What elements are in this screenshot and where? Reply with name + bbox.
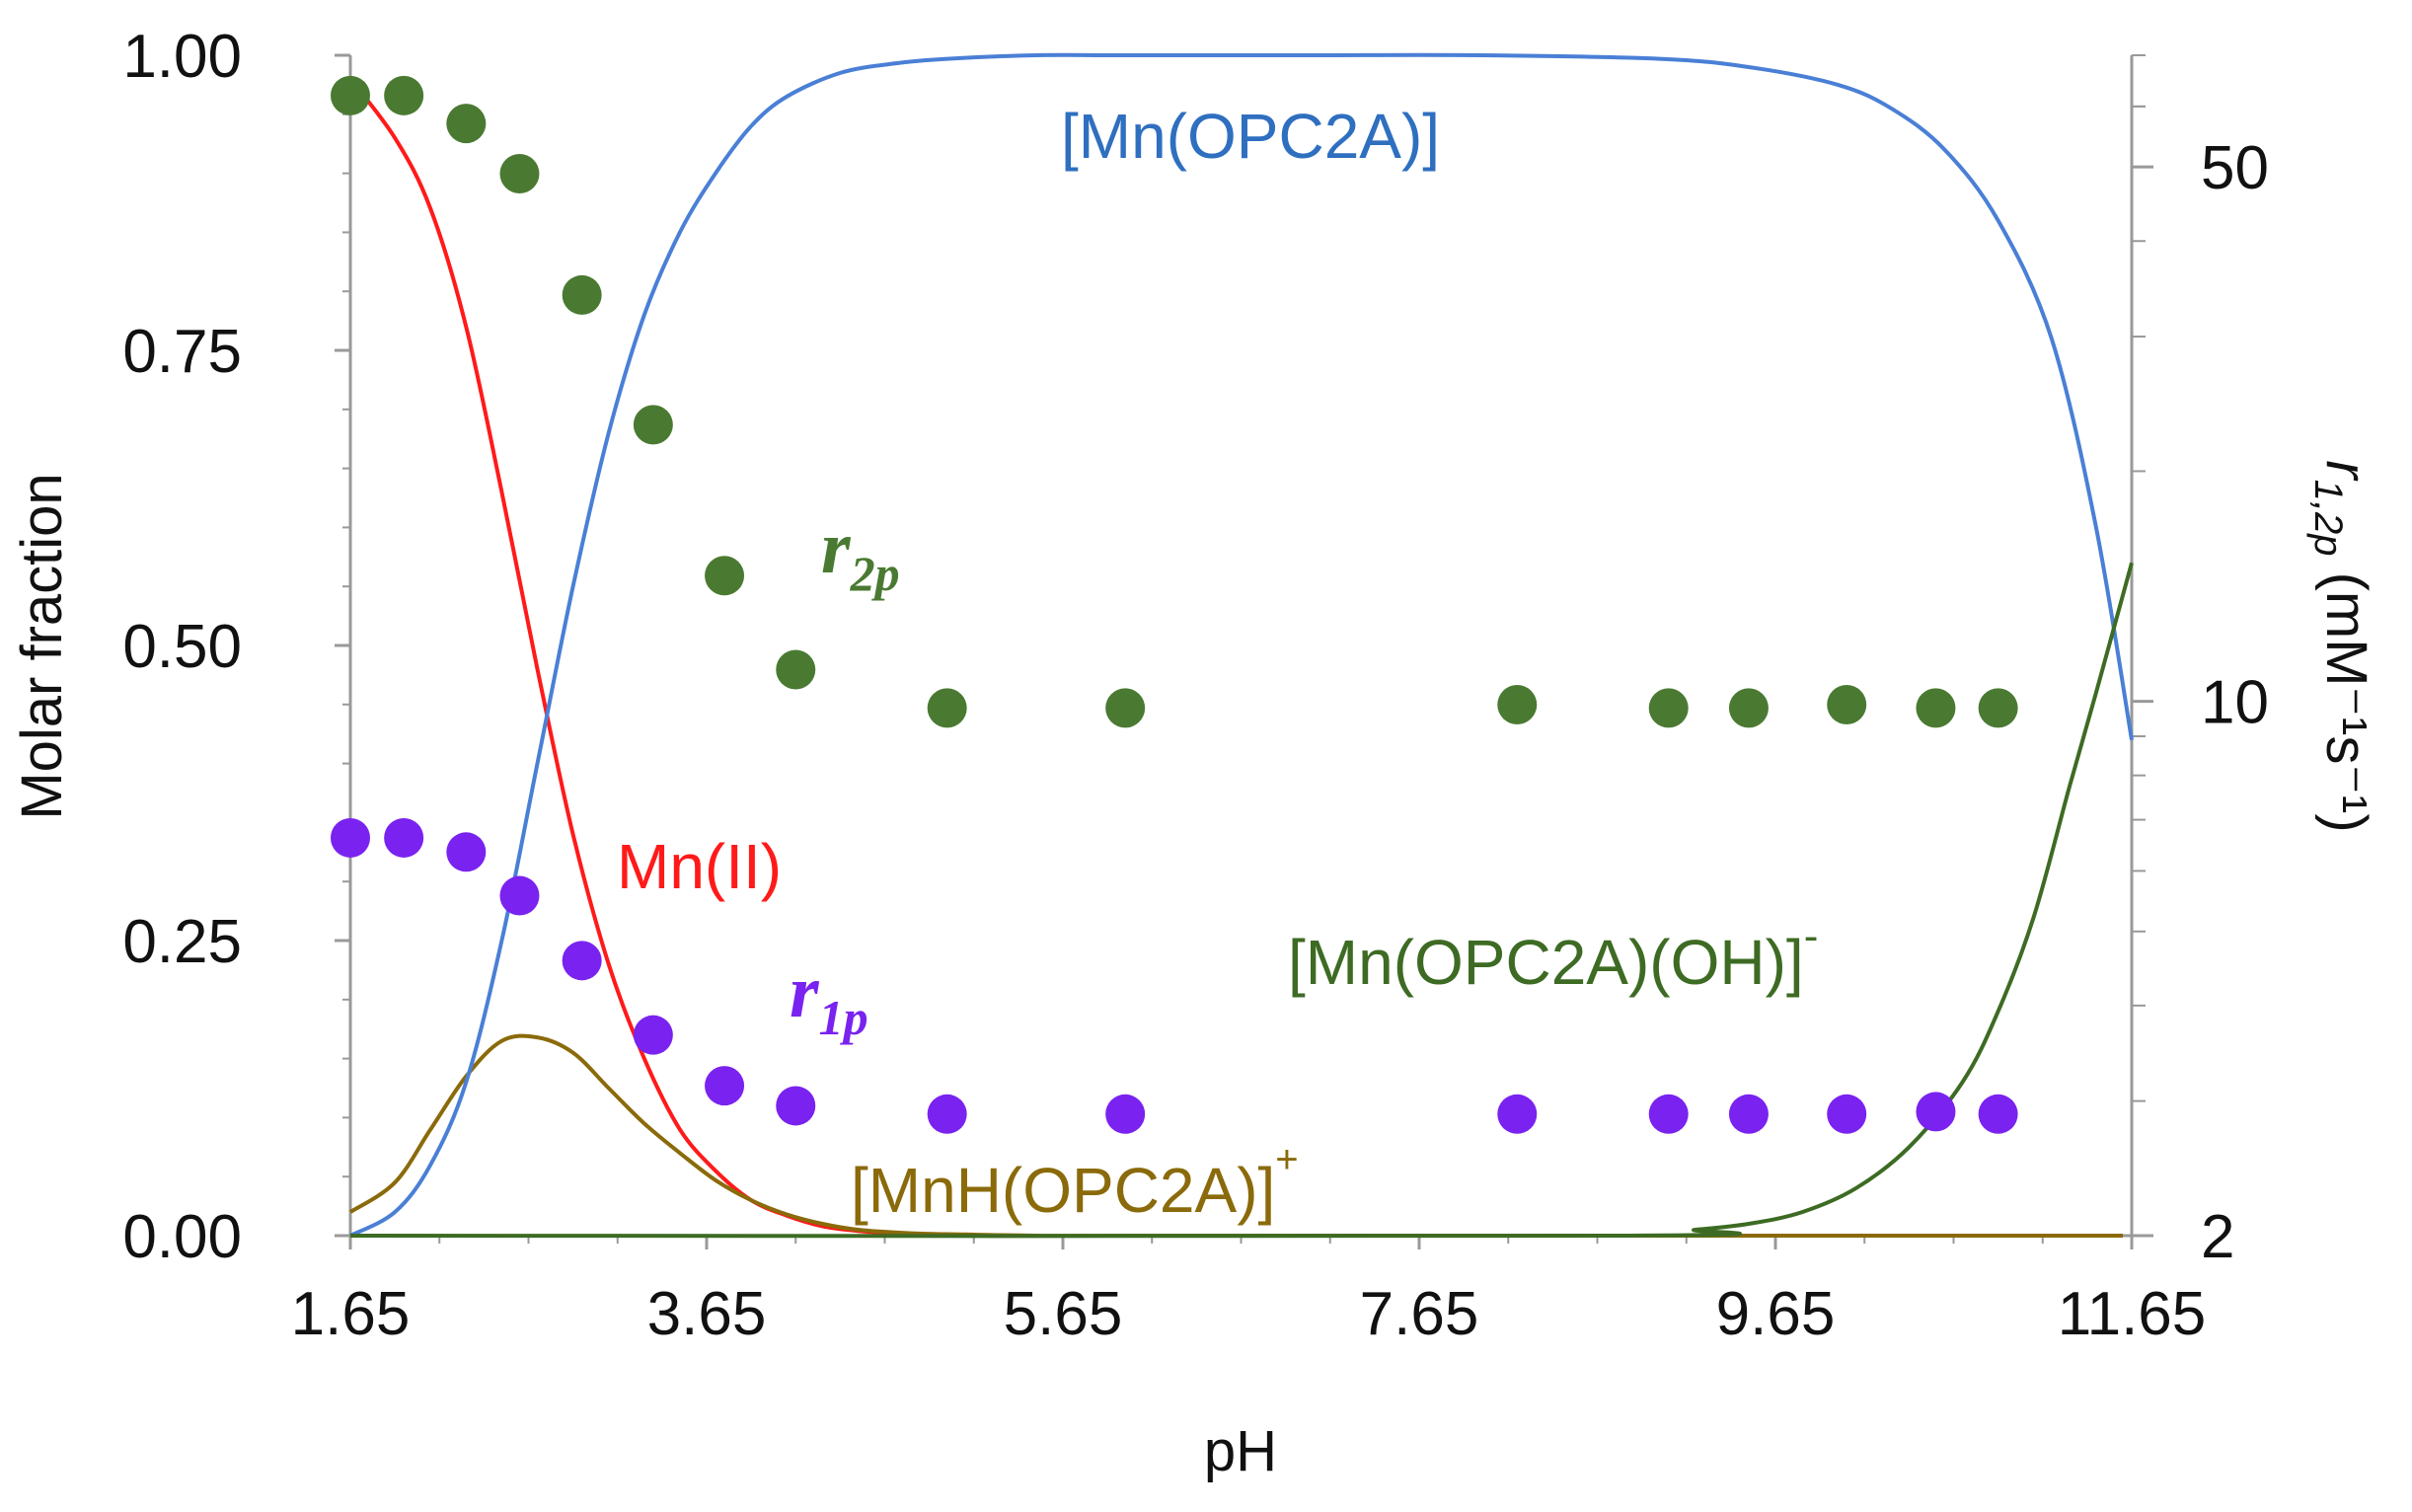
x-tick-label: 7.65 (1360, 1280, 1479, 1348)
tick-labels: 1.65 3.65 5.65 7.65 9.65 11.65 0.00 0.25 0.50 0.7… (122, 23, 2269, 1348)
y2-tick-label: 2 (2201, 1203, 2234, 1271)
x-axis-title: pH (1204, 1419, 1277, 1483)
r1p-point (1916, 1092, 1956, 1132)
r1p-point (1827, 1094, 1867, 1134)
r1p-point (562, 941, 602, 981)
r2p-point (927, 688, 967, 728)
label-mn-opc2a: [Mn(OPC2A)] (1061, 101, 1440, 172)
r1p-point (446, 832, 487, 872)
r2p-point (1497, 684, 1538, 724)
r2p-point (776, 649, 816, 690)
y-axis-title: Molar fraction (10, 473, 74, 819)
series-line-mn-opc2a-oh (349, 562, 2134, 1239)
r1p-point (1728, 1094, 1769, 1134)
y2-axis-title-units: (mM⁻¹s⁻¹) (2314, 556, 2378, 832)
y2-tick-label: 10 (2201, 669, 2269, 737)
x-tick-label: 5.65 (1004, 1280, 1123, 1348)
axes (348, 55, 2134, 1238)
label-mn-opc2a-oh-main: [Mn(OPC2A)(OH)] (1288, 927, 1804, 998)
r2p-point (1978, 688, 2018, 728)
r1p-point (1497, 1094, 1538, 1134)
r2p-point (384, 75, 424, 115)
label-mnh-opc2a-main: [MnH(OPC2A)] (851, 1155, 1275, 1226)
r1p-point (633, 1015, 673, 1055)
label-mn-opc2a-oh-charge: - (1804, 912, 1819, 960)
r2p-point (562, 274, 602, 315)
y2-tick-label: 50 (2201, 134, 2269, 202)
r1p-point (705, 1066, 745, 1106)
x-tick-label: 3.65 (647, 1280, 767, 1348)
r2p-point (331, 75, 370, 115)
label-mnh-opc2a: [MnH(OPC2A)]+ (851, 1138, 1299, 1226)
label-mn-opc2a-oh: [Mn(OPC2A)(OH)]- (1288, 912, 1818, 998)
series-line-mn-opc2a (349, 52, 2134, 1238)
y-tick-label: 0.25 (122, 908, 242, 976)
y-tick-label: 0.50 (122, 613, 242, 681)
y-tick-label: 1.00 (122, 23, 242, 91)
r2p-point (705, 556, 745, 596)
r1p-point (776, 1086, 816, 1126)
label-r1p-subscript: 1p (819, 990, 868, 1045)
r1p-point (384, 817, 424, 858)
r2p-point (1728, 688, 1769, 728)
r1p-point (1648, 1094, 1689, 1134)
y2-axis-title-subscript: 1,2p (2306, 480, 2350, 557)
label-r2p: r2p (821, 506, 900, 601)
r2p-point (1916, 688, 1956, 728)
r2p-point (446, 104, 487, 144)
r1p-point (927, 1094, 967, 1134)
r2p-point (499, 153, 540, 193)
r1p-point (331, 817, 370, 858)
y2-axis-title: r1,2p (mM⁻¹s⁻¹) (2306, 460, 2378, 832)
r2p-point (633, 405, 673, 445)
r2p-point (1827, 684, 1867, 724)
label-mnh-opc2a-charge: + (1275, 1138, 1298, 1181)
label-r2p-symbol: r (821, 506, 852, 589)
x-tick-label: 9.65 (1716, 1280, 1836, 1348)
x-tick-label: 11.65 (2058, 1280, 2207, 1348)
series-line-mn-ii (348, 77, 1036, 1239)
r1p-point (1105, 1094, 1146, 1134)
series-lines (348, 52, 2134, 1239)
y-tick-label: 0.00 (122, 1203, 242, 1271)
y-tick-label: 0.75 (122, 318, 242, 386)
label-mn-ii: Mn(II) (617, 831, 782, 902)
x-tick-label: 1.65 (291, 1280, 411, 1348)
r1p-point (1978, 1094, 2018, 1134)
label-r1p-symbol: r (790, 950, 820, 1033)
y2-axis-title-symbol: r (2314, 460, 2378, 482)
r1p-point (499, 875, 540, 916)
r2p-point (1648, 688, 1689, 728)
r2p-point (1105, 688, 1146, 728)
label-r2p-subscript: 2p (850, 546, 900, 601)
scatter-points (331, 75, 2018, 1134)
label-r1p: r1p (790, 950, 868, 1045)
tick-marks (335, 53, 2153, 1249)
